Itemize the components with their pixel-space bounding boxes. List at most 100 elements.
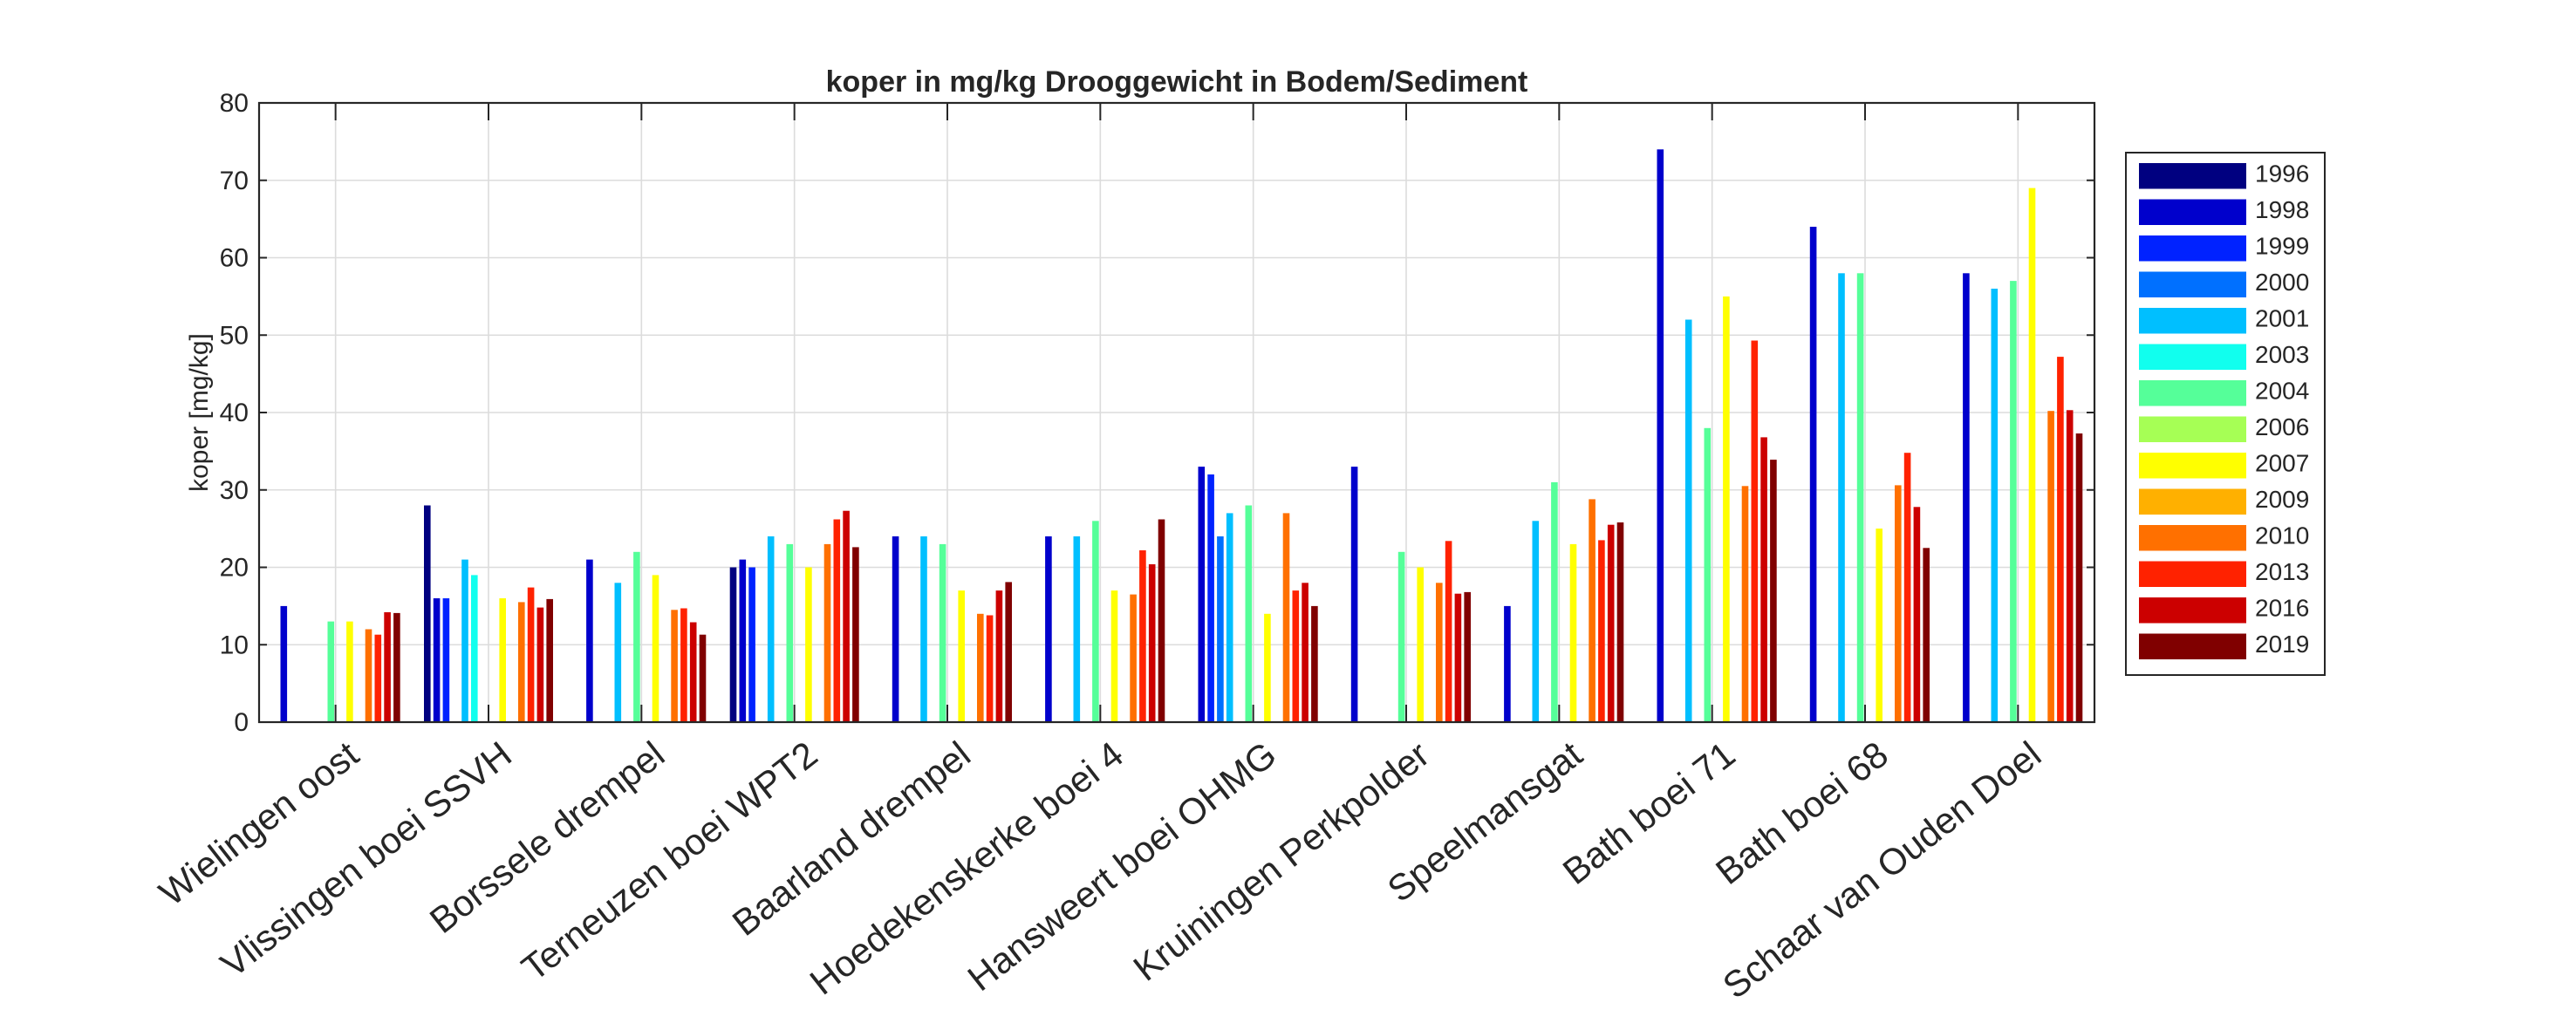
bar-2007	[653, 575, 659, 722]
bar-2019	[1617, 522, 1624, 722]
bar-2019	[2076, 433, 2083, 722]
bar-2013	[834, 520, 841, 723]
y-tick-label: 80	[220, 89, 249, 118]
bar-2016	[384, 612, 391, 722]
bar-2004	[940, 544, 946, 722]
bar-1998	[1810, 227, 1817, 722]
legend-label: 2009	[2255, 486, 2309, 513]
bar-2019	[1923, 548, 1930, 722]
bar-2019	[393, 613, 400, 722]
legend-label: 2003	[2255, 341, 2309, 368]
bar-2019	[1005, 582, 1012, 722]
bar-2010	[1283, 513, 1290, 722]
bar-2001	[1227, 513, 1233, 722]
bar-2019	[852, 547, 859, 722]
bar-2013	[987, 616, 994, 723]
legend-label: 1996	[2255, 160, 2309, 188]
bar-1999	[1207, 474, 1214, 722]
bar-2007	[499, 598, 506, 722]
bar-2004	[328, 622, 335, 722]
bar-2019	[700, 635, 707, 722]
bar-2016	[996, 590, 1003, 722]
bar-2010	[1742, 486, 1749, 722]
bar-2004	[633, 552, 640, 722]
legend-label: 2019	[2255, 631, 2309, 658]
bar-2001	[1992, 289, 1999, 722]
bar-2004	[1398, 552, 1405, 722]
bar-2000	[1217, 536, 1224, 722]
chart-title: koper in mg/kg Drooggewicht in Bodem/Sed…	[826, 65, 1528, 99]
bar-2019	[546, 599, 553, 722]
legend-swatch-2016	[2139, 597, 2246, 624]
legend-swatch-2000	[2139, 272, 2246, 298]
legend-label: 2010	[2255, 522, 2309, 549]
bar-2010	[671, 610, 678, 722]
bar-2013	[528, 588, 535, 722]
bar-2013	[2057, 357, 2064, 722]
legend-swatch-2010	[2139, 525, 2246, 551]
bar-2016	[537, 608, 544, 722]
legend-swatch-2003	[2139, 344, 2246, 371]
bar-2007	[1111, 590, 1118, 722]
bar-2016	[1455, 594, 1462, 722]
bar-2019	[1311, 606, 1318, 722]
bar-2001	[615, 583, 622, 722]
legend-swatch-2009	[2139, 489, 2246, 515]
x-tick-label: Terneuzen boei WPT2	[514, 733, 824, 989]
y-tick-label: 0	[234, 708, 249, 737]
bar-1996	[424, 506, 431, 723]
bar-1998	[1199, 467, 1206, 722]
bar-2016	[2067, 410, 2074, 722]
legend-swatch-1999	[2139, 235, 2246, 262]
bar-1999	[748, 568, 755, 723]
bar-1998	[281, 606, 288, 722]
bar-2001	[1074, 536, 1081, 722]
bar-2003	[471, 575, 478, 722]
bar-1998	[1045, 536, 1052, 722]
bar-2013	[375, 635, 382, 722]
bar-2004	[2010, 281, 2017, 722]
legend-label: 2000	[2255, 269, 2309, 296]
bar-2016	[1608, 525, 1615, 722]
bar-2013	[1904, 453, 1911, 722]
bar-2016	[843, 511, 850, 722]
legend-swatch-2013	[2139, 562, 2246, 588]
legend-label: 2016	[2255, 595, 2309, 622]
bar-2001	[461, 560, 468, 722]
y-tick-label: 60	[220, 244, 249, 273]
bar-2010	[518, 602, 525, 722]
bar-2007	[1876, 529, 1882, 722]
bar-1998	[1657, 149, 1664, 722]
bar-2010	[2047, 411, 2054, 722]
bar-2010	[824, 544, 831, 722]
bar-2013	[1752, 341, 1759, 723]
legend-swatch-2001	[2139, 308, 2246, 334]
legend-swatch-1998	[2139, 200, 2246, 226]
y-tick-label: 70	[220, 167, 249, 195]
bar-2004	[787, 544, 794, 722]
y-tick-label: 50	[220, 321, 249, 350]
grid-lines	[259, 103, 2094, 722]
bar-2010	[1130, 595, 1137, 722]
bar-2013	[1598, 540, 1605, 722]
bar-2010	[366, 630, 372, 723]
bar-2007	[1417, 568, 1424, 723]
bar-1996	[730, 568, 737, 723]
bar-2016	[1149, 564, 1156, 722]
bar-2010	[1436, 583, 1443, 722]
y-tick-label: 40	[220, 399, 249, 427]
legend-label: 2006	[2255, 413, 2309, 440]
bar-2010	[977, 614, 984, 722]
bar-2004	[1092, 521, 1099, 722]
bar-1998	[434, 598, 441, 722]
bar-1999	[443, 598, 450, 722]
bar-2013	[680, 609, 687, 723]
x-tick-label: Vlissingen boei SSVH	[213, 733, 519, 986]
bar-1998	[1504, 606, 1511, 722]
x-tick-label: Hansweert boei OHMG	[960, 733, 1284, 999]
bar-2004	[1857, 273, 1864, 722]
bar-2016	[1914, 507, 1921, 722]
bar-2007	[2029, 188, 2036, 722]
y-tick-label: 30	[220, 476, 249, 505]
